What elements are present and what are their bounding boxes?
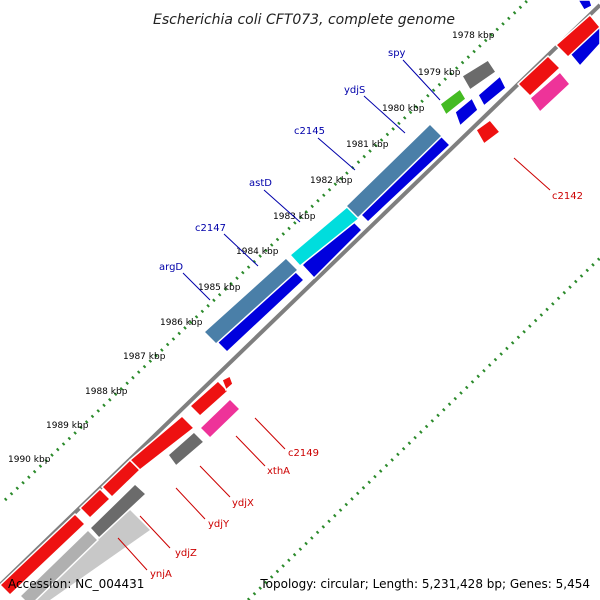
leader-line — [235, 435, 266, 467]
kbp-tick-labels: 1978 kbp 1979 kbp 1980 kbp 1981 kbp 1982 kbp… — [8, 31, 495, 465]
gene-label: astD — [249, 178, 272, 189]
kbp-tick-label: 1987 kbp — [123, 352, 166, 362]
kbp-tick-label: 1978 kbp — [452, 31, 495, 41]
gene-feature — [18, 528, 100, 600]
kbp-tick-label: 1980 kbp — [382, 104, 425, 114]
gene-feature — [88, 482, 148, 540]
inner-dotted-line — [246, 256, 600, 600]
dotted-guide-lines — [3, 0, 600, 600]
right-forward-track — [475, 13, 600, 146]
leader-line — [182, 272, 211, 301]
gene-feature — [439, 87, 467, 117]
gene-feature — [221, 374, 234, 392]
gene-feature — [288, 204, 362, 268]
gene-feature — [0, 512, 87, 597]
leader-line — [139, 515, 171, 549]
gene-feature — [554, 13, 600, 59]
gene-label: ydjY — [208, 519, 230, 530]
gene-feature — [475, 118, 502, 146]
gene-label: xthA — [267, 466, 290, 477]
kbp-tick-label: 1979 kbp — [418, 68, 461, 78]
kbp-tick-label: 1982 kbp — [310, 176, 353, 186]
gene-feature — [460, 58, 498, 92]
leader-line — [263, 189, 301, 223]
leader-line — [254, 417, 286, 450]
gene-feature — [516, 54, 562, 98]
leader-line — [223, 233, 259, 267]
gene-feature — [188, 379, 230, 418]
map-title: Escherichia coli CFT073, complete genome — [153, 12, 455, 28]
gene-feature — [577, 0, 593, 11]
gene-label: argD — [159, 262, 183, 273]
forward-blue-track — [202, 58, 498, 346]
gene-label: c2149 — [288, 448, 319, 459]
gene-feature — [198, 397, 242, 440]
gene-label: c2147 — [195, 223, 226, 234]
gene-feature — [166, 430, 206, 468]
leader-line — [117, 537, 148, 571]
gene-label: ydjX — [232, 498, 254, 509]
gene-feature — [78, 487, 112, 520]
leader-line — [513, 157, 551, 191]
reverse-left-track — [18, 397, 242, 600]
kbp-tick-label: 1988 kbp — [85, 387, 128, 397]
gene-feature — [128, 414, 196, 471]
kbp-tick-label: 1989 kbp — [46, 421, 89, 431]
forward-genes-track — [0, 374, 234, 597]
leader-line — [363, 95, 406, 134]
reverse-genes-track — [213, 0, 600, 354]
gene-label: spy — [388, 48, 406, 59]
gene-label: ydjS — [344, 85, 365, 96]
accession-label: Accession: NC_004431 — [8, 577, 145, 591]
gene-feature — [477, 74, 507, 108]
gene-label: ydjZ — [175, 548, 197, 559]
gene-feature — [454, 96, 479, 128]
gene-feature — [202, 256, 300, 346]
gene-labels: spy ydjS c2145 astD c2147 argD c2142 c2149 xthA y… — [117, 48, 583, 580]
kbp-tick-label: 1990 kbp — [8, 455, 51, 465]
leader-line — [317, 137, 356, 171]
kbp-tick-label: 1985 kbp — [198, 283, 241, 293]
leader-line — [175, 487, 206, 520]
gene-label: c2145 — [294, 126, 325, 137]
outer-dotted-line — [3, 0, 530, 502]
gene-label: c2142 — [552, 191, 583, 202]
leader-line — [199, 465, 231, 498]
gene-feature — [344, 122, 444, 220]
gene-feature — [528, 70, 572, 114]
leader-line — [402, 59, 441, 101]
topology-label: Topology: circular; Length: 5,231,428 bp… — [260, 577, 590, 591]
kbp-tick-label: 1984 kbp — [236, 247, 279, 257]
kbp-tick-label: 1986 kbp — [160, 318, 203, 328]
gene-label: ynjA — [150, 569, 172, 580]
kbp-tick-label: 1981 kbp — [346, 140, 389, 150]
